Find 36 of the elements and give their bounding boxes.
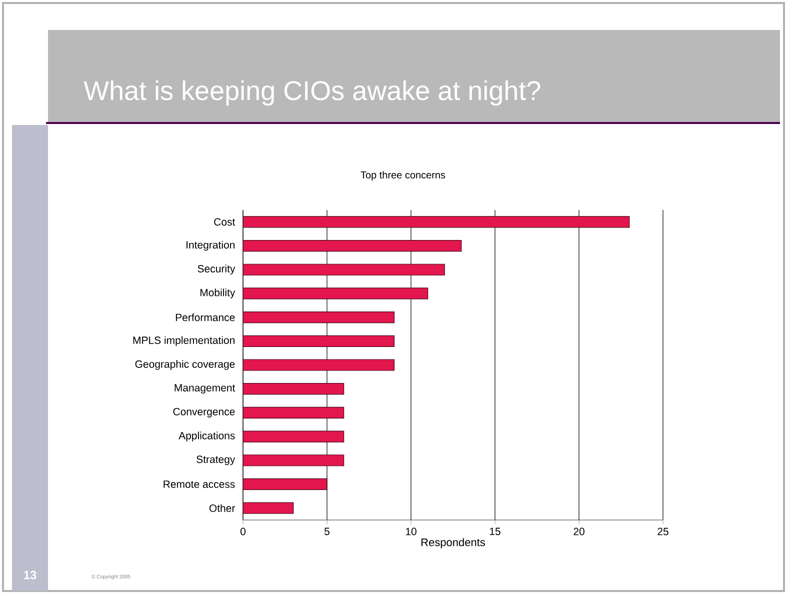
y-tick-label: Cost: [214, 218, 236, 226]
x-tick-label: 0: [240, 528, 246, 536]
x-tick-label: 25: [658, 528, 668, 536]
y-tick-label: Geographic coverage: [135, 360, 235, 370]
y-tick-label: Security: [198, 264, 236, 275]
bar: [243, 406, 344, 418]
y-tick-label: Remote access: [164, 480, 235, 488]
y-tick-label: Convergence: [173, 408, 235, 418]
x-tick-label: 5: [324, 528, 330, 536]
x-axis-title: Respondents: [422, 538, 485, 548]
y-tick-label: Management: [174, 384, 236, 394]
y-tick-label: Mobility: [200, 288, 236, 298]
x-tick-label: 20: [574, 528, 584, 536]
x-tick-label: 15: [490, 528, 500, 536]
y-tick-label: Performance: [176, 313, 235, 322]
bar: [243, 454, 344, 466]
bar: [243, 264, 445, 276]
bar: [243, 216, 630, 228]
bar: [243, 430, 344, 442]
chart-subtitle: Top three concerns: [360, 171, 446, 180]
bar: [243, 478, 328, 490]
bar: [243, 288, 428, 300]
text: 13: [24, 570, 36, 580]
chart-title: What is keeping CIOs awake at night?: [84, 80, 540, 106]
y-tick-label: Applications: [178, 432, 235, 442]
x-tick-label: 10: [406, 528, 416, 536]
bar: [243, 312, 395, 324]
bar: [243, 383, 344, 395]
bar: [243, 335, 395, 347]
y-tick-label: Integration: [186, 240, 235, 251]
y-tick-label: MPLS implementation: [133, 336, 234, 346]
bar: [243, 502, 294, 514]
bar: [243, 359, 395, 371]
bar: [243, 240, 462, 252]
y-tick-label: Strategy: [196, 456, 236, 466]
y-tick-label: Other: [209, 504, 236, 512]
